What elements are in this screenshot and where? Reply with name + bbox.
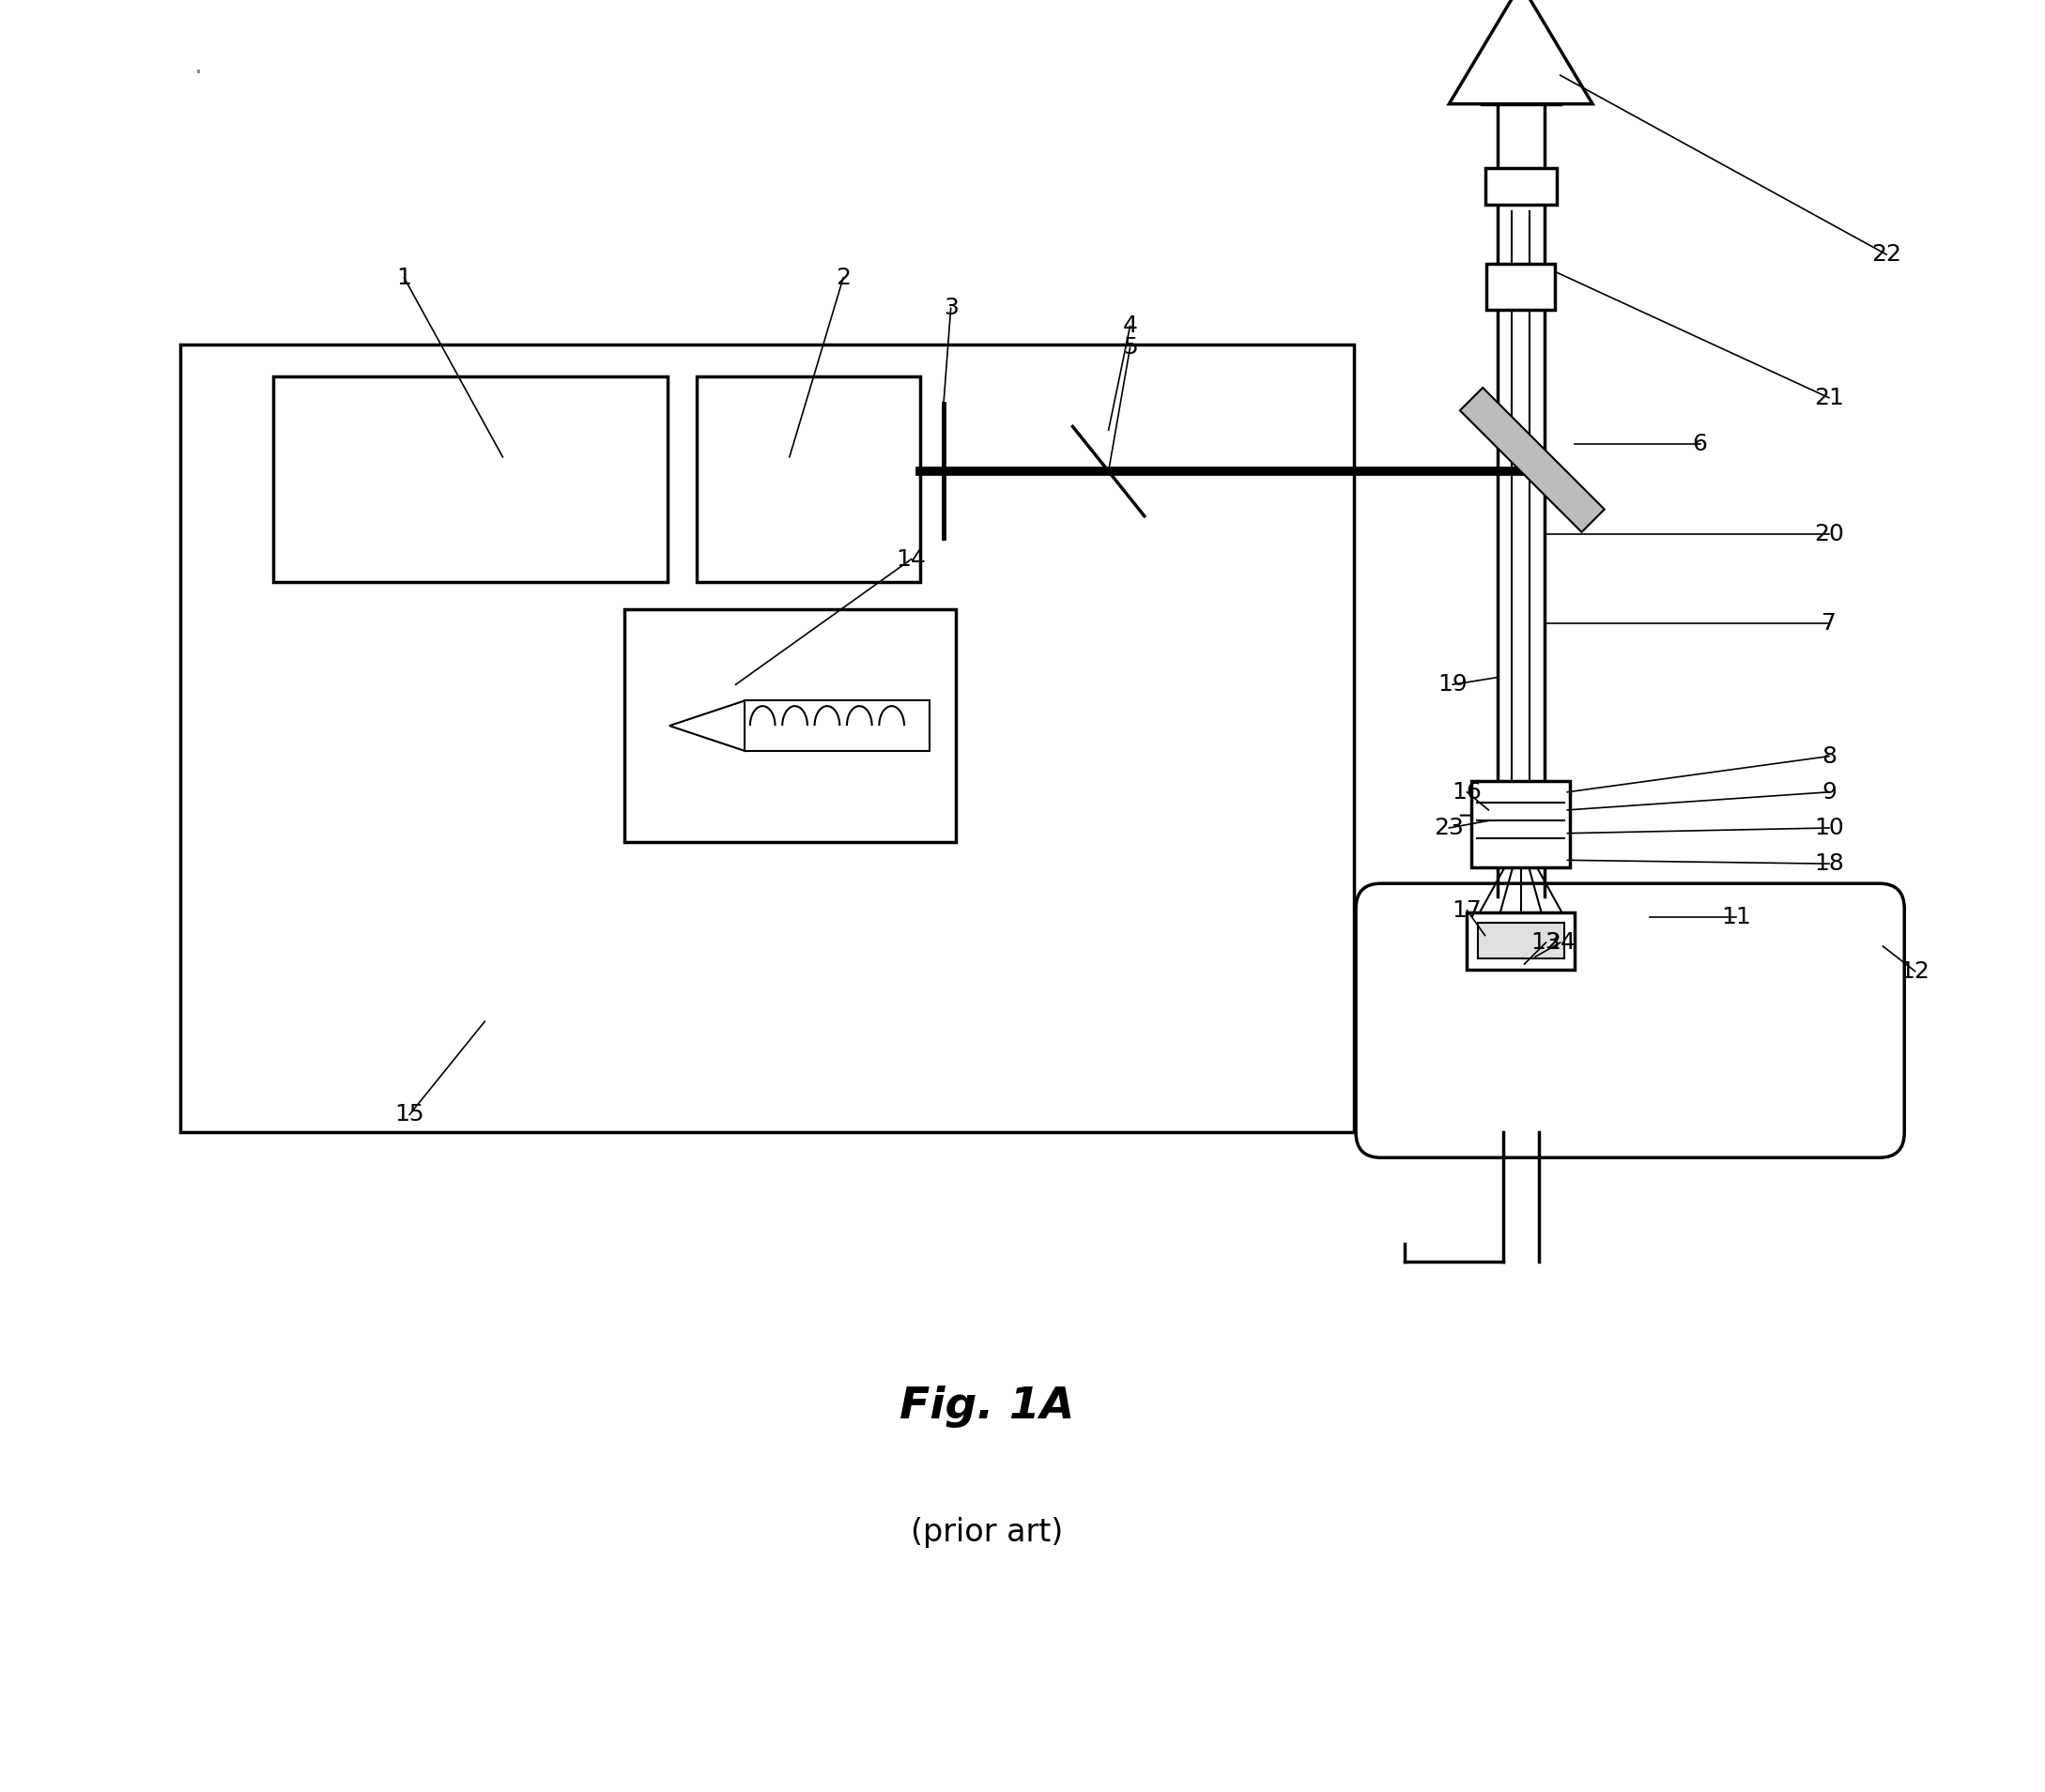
Text: 2: 2 — [836, 267, 851, 289]
Bar — [1487, 263, 1554, 310]
Text: 16: 16 — [1452, 781, 1483, 803]
Bar — [180, 344, 1354, 1133]
Bar — [1466, 912, 1575, 969]
Bar — [1479, 923, 1564, 959]
Text: 9: 9 — [1822, 781, 1836, 803]
Text: 7: 7 — [1822, 613, 1836, 634]
Bar — [695, 376, 920, 582]
Bar — [744, 701, 928, 751]
Text: 3: 3 — [943, 297, 959, 319]
Text: 13: 13 — [1532, 932, 1560, 953]
Bar — [624, 609, 957, 842]
Text: 5: 5 — [1123, 337, 1137, 358]
Bar — [1485, 168, 1556, 204]
Text: 15: 15 — [395, 1104, 423, 1125]
Text: 21: 21 — [1814, 387, 1845, 409]
Text: 17: 17 — [1452, 900, 1483, 921]
Text: ·: · — [194, 59, 202, 86]
Bar — [1472, 781, 1571, 867]
Text: 6: 6 — [1693, 434, 1708, 455]
Text: 24: 24 — [1546, 932, 1575, 953]
Bar — [274, 376, 667, 582]
Polygon shape — [1450, 0, 1593, 104]
Text: 20: 20 — [1814, 523, 1845, 545]
Text: Fig. 1A: Fig. 1A — [900, 1385, 1074, 1428]
Polygon shape — [669, 701, 744, 751]
Text: 10: 10 — [1814, 817, 1845, 839]
Polygon shape — [1460, 387, 1605, 532]
Text: (prior art): (prior art) — [910, 1516, 1063, 1548]
Text: 8: 8 — [1822, 745, 1836, 767]
Text: 1: 1 — [397, 267, 411, 289]
Text: 18: 18 — [1814, 853, 1845, 874]
Text: 11: 11 — [1722, 907, 1751, 928]
Text: 19: 19 — [1438, 674, 1468, 695]
Text: 23: 23 — [1434, 817, 1464, 839]
Text: 22: 22 — [1871, 244, 1902, 265]
Text: 12: 12 — [1900, 961, 1930, 982]
Text: 4: 4 — [1123, 315, 1137, 337]
FancyBboxPatch shape — [1356, 883, 1904, 1158]
Text: 14: 14 — [896, 548, 926, 570]
